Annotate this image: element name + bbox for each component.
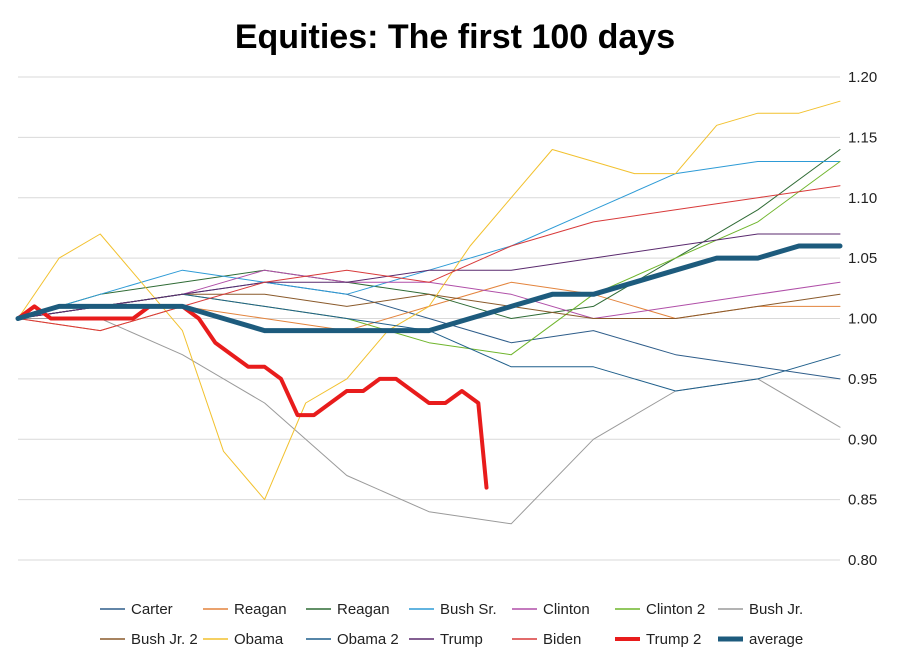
legend-label: Bush Sr.	[440, 601, 497, 618]
legend-label: average	[749, 631, 803, 648]
legend-item: Trump	[409, 631, 483, 648]
legend-item: Reagan	[306, 601, 390, 618]
legend-item: Biden	[512, 631, 581, 648]
legend-item: Reagan	[203, 601, 287, 618]
series-line-reagan-2	[17, 149, 841, 319]
legend-label: Bush Jr. 2	[131, 631, 198, 648]
y-tick-label: 0.80	[848, 552, 877, 569]
y-tick-label: 1.15	[848, 129, 877, 146]
legend-label: Carter	[131, 601, 173, 618]
legend-label: Trump 2	[646, 631, 701, 648]
legend-item: Bush Sr.	[409, 601, 497, 618]
y-tick-label: 0.90	[848, 431, 877, 448]
series-line-trump-10	[17, 233, 841, 319]
legend: Carter Reagan Reagan Bush Sr. Clinton Clinton…	[100, 601, 803, 648]
y-tick-label: 1.05	[848, 250, 877, 267]
y-tick-label: 1.10	[848, 190, 877, 207]
legend-label: Obama	[234, 631, 284, 648]
legend-label: Reagan	[234, 601, 287, 618]
legend-label: Clinton 2	[646, 601, 705, 618]
chart-title: Equities: The first 100 days	[235, 18, 675, 56]
legend-label: Obama 2	[337, 631, 399, 648]
plot-area	[15, 100, 843, 525]
y-tick-label: 0.95	[848, 371, 877, 388]
legend-item: Carter	[100, 601, 173, 618]
legend-item: Bush Jr.	[718, 601, 803, 618]
series-line-average-13	[15, 243, 843, 334]
legend-item: Clinton	[512, 601, 590, 618]
legend-label: Bush Jr.	[749, 601, 803, 618]
legend-label: Reagan	[337, 601, 390, 618]
legend-label: Biden	[543, 631, 581, 648]
legend-item: Obama	[203, 631, 284, 648]
legend-item: Clinton 2	[615, 601, 705, 618]
y-tick-label: 1.00	[848, 311, 877, 328]
legend-item: Obama 2	[306, 631, 399, 648]
series-line-bush-jr--6	[17, 318, 841, 525]
legend-item: average	[718, 631, 803, 648]
series-line-biden-11	[17, 185, 841, 332]
series-line-trump-2-12	[16, 304, 489, 490]
y-tick-label: 1.20	[848, 69, 877, 86]
series-line-obama-8	[17, 100, 841, 501]
y-tick-label: 0.85	[848, 492, 877, 509]
legend-item: Trump 2	[615, 631, 701, 648]
legend-label: Trump	[440, 631, 483, 648]
legend-label: Clinton	[543, 601, 590, 618]
legend-item: Bush Jr. 2	[100, 631, 198, 648]
y-axis-ticks: 1.20 1.15 1.10 1.05 1.00 0.95 0.90 0.85 0.80	[848, 69, 877, 569]
